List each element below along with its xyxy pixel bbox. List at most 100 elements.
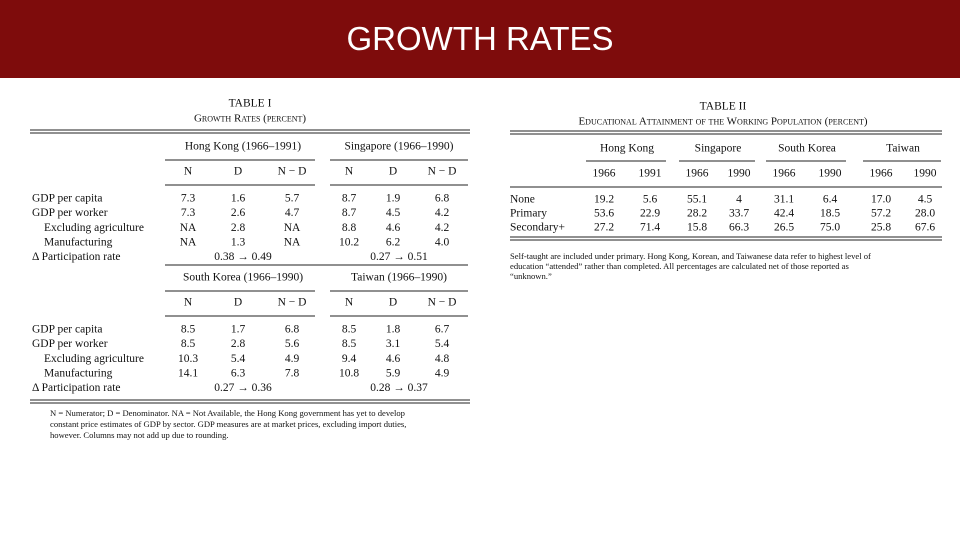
table-note: “unknown.” (510, 271, 552, 281)
table-subtitle: Educational Attainment of the Working Po… (578, 116, 867, 128)
row-label: Excluding agriculture (44, 222, 144, 234)
cell: 53.6 (594, 208, 614, 220)
cell: 5.6 (285, 338, 300, 350)
column-header: D (234, 166, 242, 178)
cell: 26.5 (774, 222, 794, 234)
cell: 0.27 → 0.36 (214, 382, 272, 394)
column-header: N − D (428, 297, 457, 309)
cell: 17.0 (871, 194, 891, 206)
slide-title: GROWTH RATES (346, 20, 614, 57)
row-label: None (510, 194, 535, 206)
cell: 8.5 (342, 324, 357, 336)
cell: 14.1 (178, 367, 198, 379)
cell: 7.3 (181, 207, 196, 219)
row-label: Manufacturing (44, 367, 113, 379)
cell: 7.3 (181, 193, 196, 205)
column-header: N − D (278, 166, 307, 178)
table-note: constant price estimates of GDP by secto… (50, 419, 406, 429)
cell: 5.6 (643, 194, 658, 206)
row-label: GDP per worker (32, 338, 108, 350)
cell: 33.7 (729, 208, 749, 220)
cell: 6.8 (435, 193, 450, 205)
cell: 8.8 (342, 222, 357, 234)
group-header: Singapore (1966–1990) (345, 141, 454, 153)
column-header: 1966 (773, 168, 796, 180)
cell: 10.8 (339, 367, 359, 379)
cell: 6.7 (435, 324, 450, 336)
column-header: 1966 (593, 168, 616, 180)
cell: 8.7 (342, 193, 357, 205)
table-subtitle: Growth Rates (percent) (194, 113, 306, 125)
row-label: GDP per capita (32, 193, 102, 205)
column-header: 1990 (819, 168, 842, 180)
cell: 7.8 (285, 367, 300, 379)
group-header: Singapore (695, 143, 742, 155)
cell: 10.2 (339, 236, 359, 248)
column-header: N (184, 297, 193, 309)
group-header: South Korea (778, 143, 836, 155)
column-header: 1991 (639, 168, 662, 180)
cell: 4.9 (435, 367, 450, 379)
table-title: TABLE I (229, 98, 272, 110)
row-label: Manufacturing (44, 236, 113, 248)
cell: 0.27 → 0.51 (370, 251, 428, 263)
column-header: 1990 (914, 168, 937, 180)
row-label: Secondary+ (510, 222, 565, 234)
cell: 25.8 (871, 222, 891, 234)
row-label: Δ Participation rate (32, 251, 121, 263)
cell: 4.6 (386, 222, 401, 234)
column-header: N − D (428, 166, 457, 178)
cell: 6.4 (823, 194, 838, 206)
cell: 5.7 (285, 193, 300, 205)
row-label: Primary (510, 208, 547, 220)
column-header: 1990 (728, 168, 751, 180)
cell: NA (180, 222, 197, 234)
row-label: GDP per capita (32, 324, 102, 336)
cell: 4.8 (435, 353, 450, 365)
cell: 0.28 → 0.37 (370, 382, 428, 394)
cell: NA (180, 236, 197, 248)
cell: 4.7 (285, 207, 300, 219)
column-header: N (345, 166, 354, 178)
cell: 1.6 (231, 193, 246, 205)
cell: NA (284, 222, 301, 234)
column-header: N (345, 297, 354, 309)
cell: 1.9 (386, 193, 401, 205)
table-note: N = Numerator; D = Denominator. NA = Not… (50, 408, 405, 418)
group-header: Taiwan (1966–1990) (351, 272, 447, 284)
cell: 67.6 (915, 222, 935, 234)
cell: 5.9 (386, 367, 401, 379)
cell: 18.5 (820, 208, 840, 220)
cell: 22.9 (640, 208, 660, 220)
table-title: TABLE II (700, 101, 747, 113)
cell: 5.4 (231, 353, 246, 365)
cell: 71.4 (640, 222, 660, 234)
cell: 8.5 (181, 324, 196, 336)
table-note: however. Columns may not add up due to r… (50, 430, 229, 440)
cell: 6.8 (285, 324, 300, 336)
cell: 6.2 (386, 236, 401, 248)
table-note: Self-taught are included under primary. … (510, 251, 871, 261)
cell: 31.1 (774, 194, 794, 206)
cell: 8.5 (181, 338, 196, 350)
cell: 15.8 (687, 222, 707, 234)
column-header: N (184, 166, 193, 178)
cell: 2.6 (231, 207, 246, 219)
cell: 42.4 (774, 208, 794, 220)
cell: 8.5 (342, 338, 357, 350)
cell: 2.8 (231, 338, 246, 350)
cell: 8.7 (342, 207, 357, 219)
cell: 4.2 (435, 222, 450, 234)
cell: 0.38 → 0.49 (214, 251, 272, 263)
column-header: N − D (278, 297, 307, 309)
column-header: D (389, 297, 397, 309)
cell: 55.1 (687, 194, 707, 206)
column-header: 1966 (686, 168, 709, 180)
row-label: GDP per worker (32, 207, 108, 219)
cell: 4.9 (285, 353, 300, 365)
cell: 1.7 (231, 324, 246, 336)
cell: 1.3 (231, 236, 246, 248)
cell: 4.0 (435, 236, 450, 248)
